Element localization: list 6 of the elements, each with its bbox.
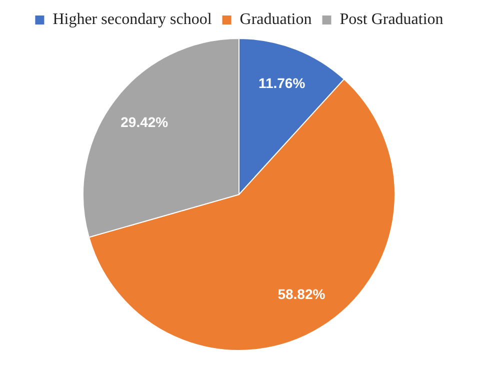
- data-label: 29.42%: [120, 114, 169, 130]
- data-label: 58.82%: [278, 286, 326, 302]
- legend-label: Post Graduation: [340, 11, 444, 28]
- legend-label: Graduation: [240, 11, 312, 28]
- legend-label: Higher secondary school: [52, 11, 212, 28]
- data-label: 11.76%: [258, 74, 306, 91]
